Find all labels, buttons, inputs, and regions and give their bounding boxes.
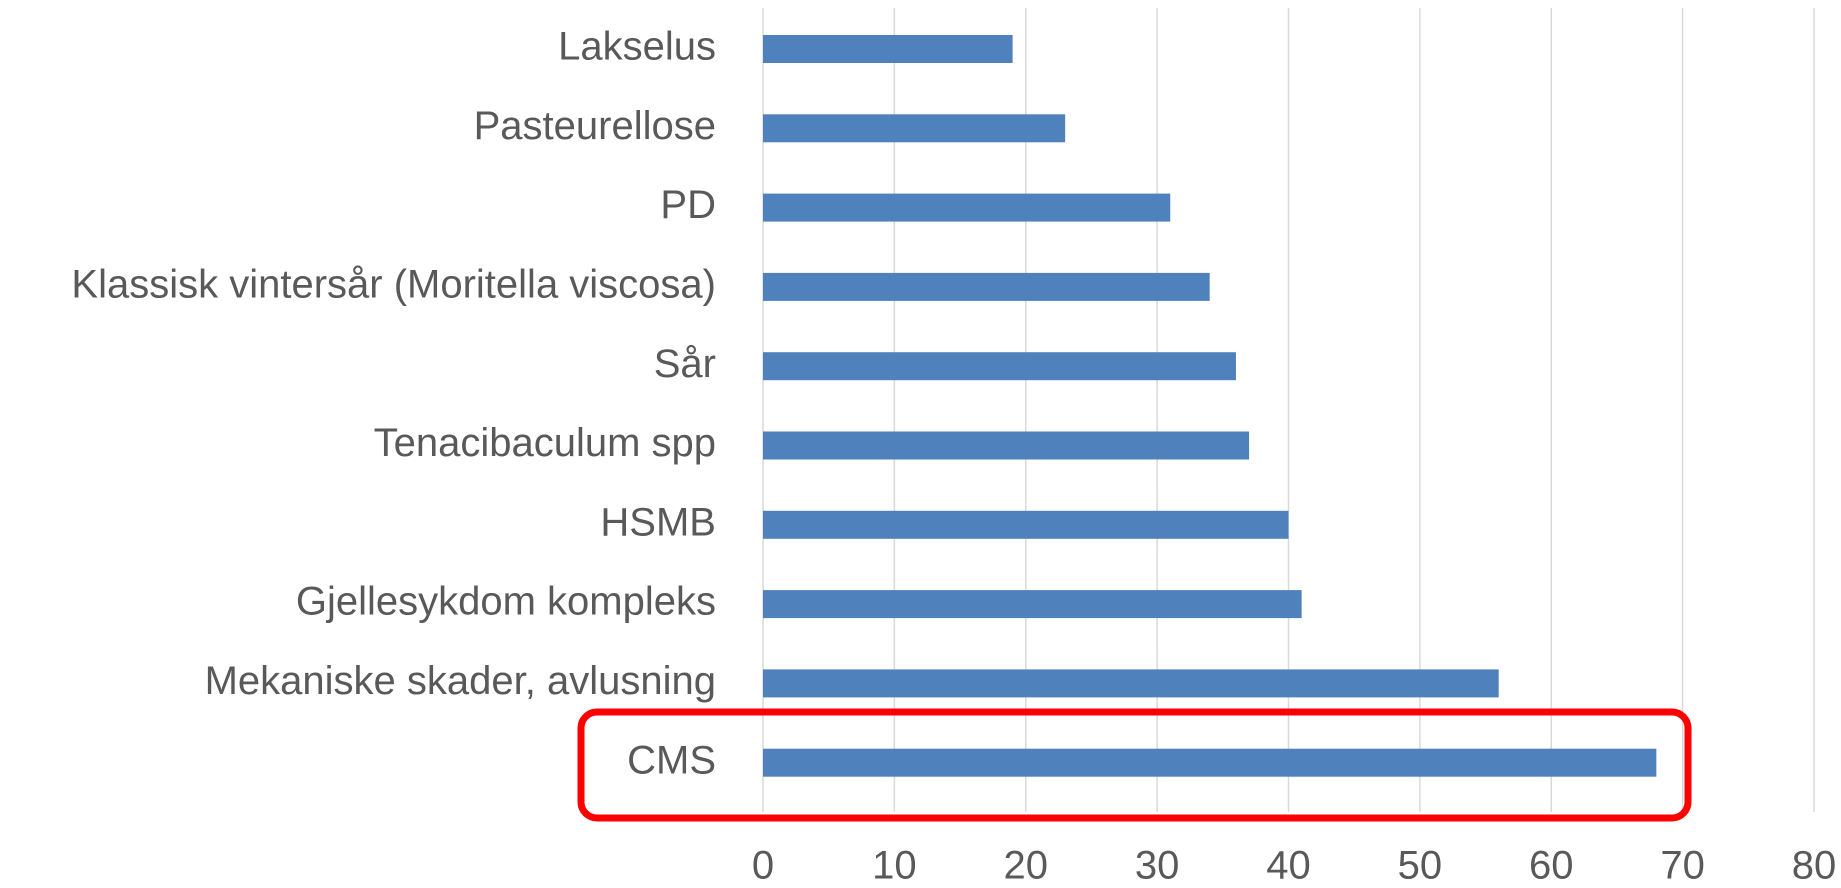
- bar: [763, 352, 1236, 381]
- highlight-box: [577, 708, 1692, 822]
- y-tick-label: Tenacibaculum spp: [374, 421, 716, 465]
- bar: [763, 669, 1499, 698]
- x-tick-label: 30: [1135, 844, 1180, 883]
- bar: [763, 35, 1013, 63]
- y-tick-label: Gjellesykdom kompleks: [296, 580, 716, 624]
- bar: [763, 272, 1210, 301]
- y-tick-label: HSMB: [600, 500, 716, 544]
- bar: [763, 114, 1066, 143]
- bar: [763, 590, 1302, 619]
- y-tick-label: Mekaniske skader, avlusning: [205, 659, 716, 703]
- bar: [763, 510, 1289, 539]
- x-tick-label: 60: [1529, 844, 1574, 883]
- x-tick-label: 70: [1660, 844, 1705, 883]
- y-tick-label: Sår: [654, 342, 716, 386]
- x-tick-label: 10: [872, 844, 917, 883]
- bar: [763, 193, 1171, 222]
- x-tick-label: 80: [1792, 844, 1837, 883]
- x-tick-label: 50: [1398, 844, 1443, 883]
- x-tick-label: 0: [752, 844, 774, 883]
- y-tick-label: Klassisk vintersår (Moritella viscosa): [71, 262, 716, 306]
- bars: Lakselus Pasteurellose PD Klassisk vinterså…: [71, 25, 1657, 782]
- y-tick-label: CMS: [627, 738, 716, 782]
- bar: [763, 431, 1250, 460]
- x-tick-label: 40: [1266, 844, 1311, 883]
- x-tick-label: 20: [1004, 844, 1049, 883]
- y-tick-label: Lakselus: [558, 25, 716, 69]
- grid: 0 10 20 30 40 50 60 70 80: [752, 8, 1837, 888]
- y-tick-label: PD: [660, 183, 716, 227]
- y-tick-label: Pasteurellose: [474, 104, 716, 148]
- bar: [763, 748, 1657, 777]
